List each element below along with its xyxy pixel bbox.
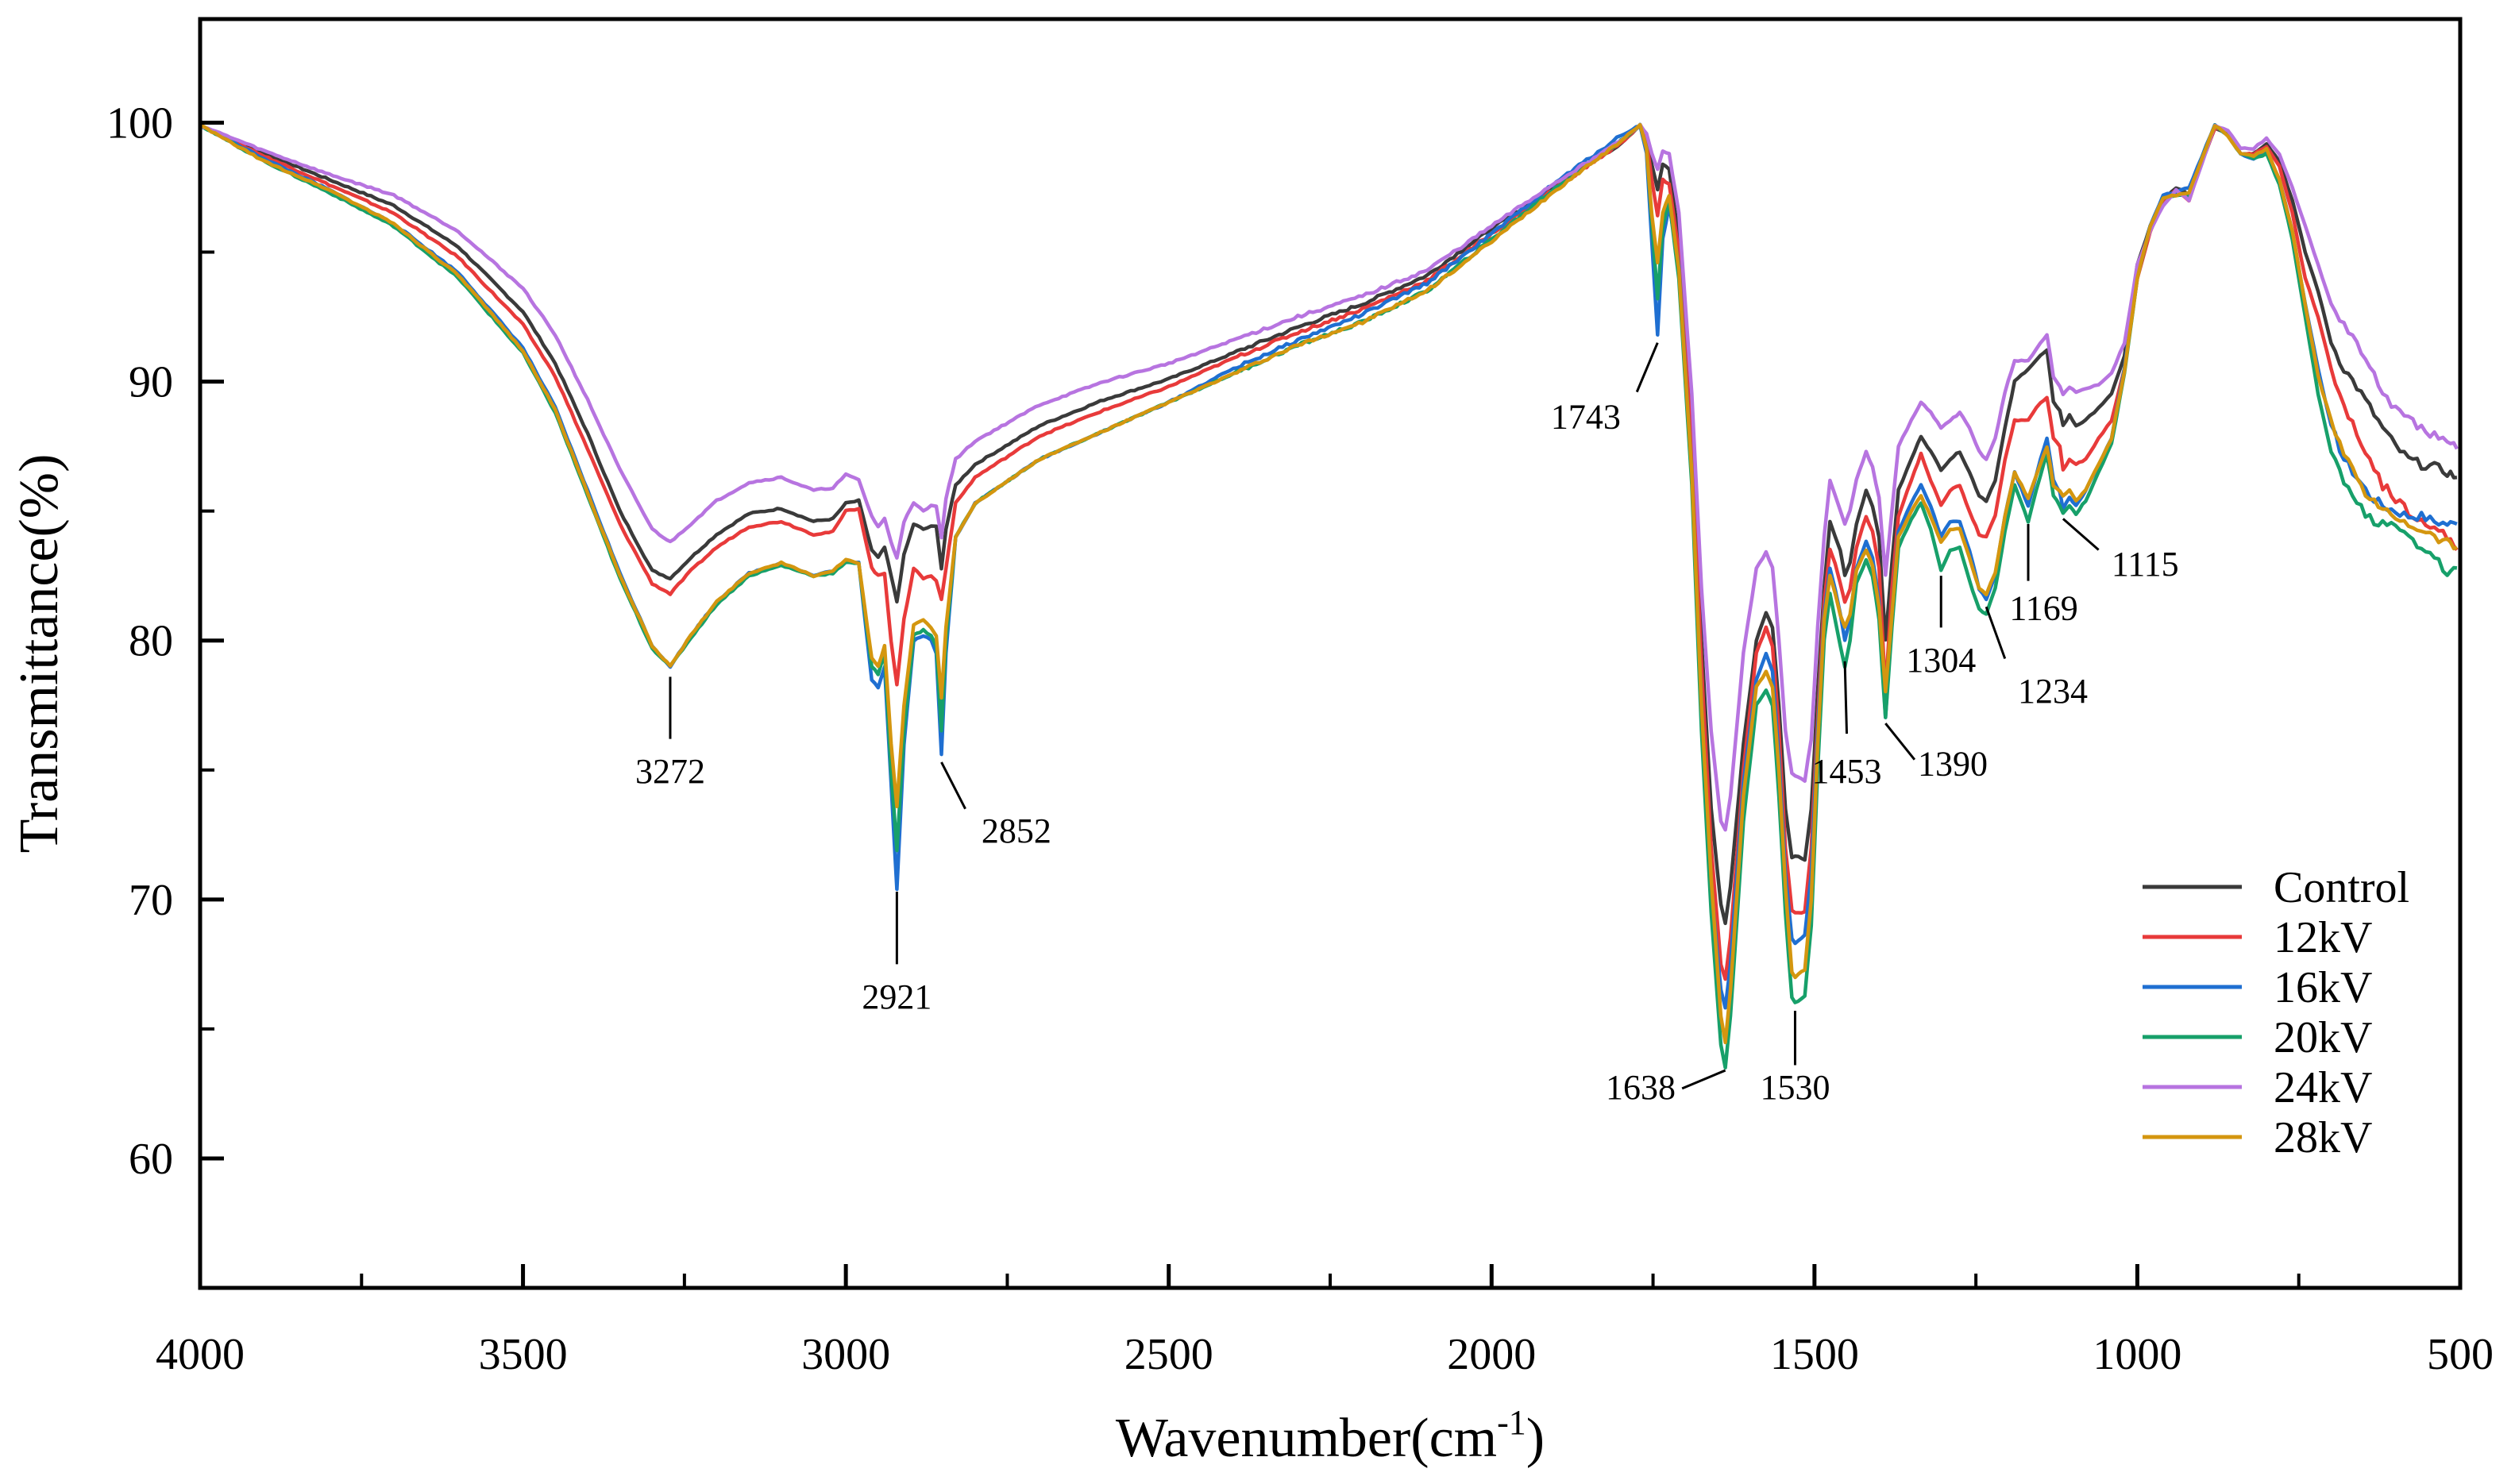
x-axis-title-superscript: -1: [1497, 1403, 1526, 1442]
series-line-24kv: [199, 122, 2459, 832]
x-axis-title: Wavenumber(cm-1): [1116, 1403, 1545, 1469]
annotation-leader-1390: [1884, 723, 1916, 761]
series-line-control: [199, 123, 2458, 926]
y-tick-label: 100: [106, 98, 173, 148]
x-tick-label: 500: [2427, 1330, 2494, 1379]
annotation-label-2921: 2921: [862, 977, 932, 1016]
legend-label-28kv: 28kV: [2274, 1113, 2372, 1162]
annotation-leader-1234: [1985, 606, 2007, 660]
annotation-label-3272: 3272: [635, 752, 705, 791]
y-tick-label: 70: [129, 876, 173, 925]
legend-label-20kv: 20kV: [2274, 1013, 2372, 1062]
y-tick-label: 80: [129, 617, 173, 666]
x-tick-label: 3000: [801, 1330, 890, 1379]
annotation-label-1390: 1390: [1918, 744, 1988, 783]
annotation-label-1638: 1638: [1606, 1068, 1676, 1107]
x-tick-label: 2000: [1447, 1330, 1536, 1379]
annotation-label-1453: 1453: [1812, 752, 1882, 791]
annotation-label-1115: 1115: [2112, 545, 2179, 584]
annotation-label-1304: 1304: [1906, 641, 1976, 680]
annotation-leader-1115: [2062, 518, 2100, 551]
annotation-label-1530: 1530: [1760, 1068, 1830, 1107]
legend-label-12kv: 12kV: [2274, 913, 2372, 962]
annotation-label-1743: 1743: [1551, 397, 1621, 436]
series-layer: [199, 122, 2459, 1070]
x-tick-label: 2500: [1124, 1330, 1213, 1379]
legend-label-16kv: 16kV: [2274, 963, 2372, 1012]
annotation-leader-1453: [1843, 661, 1849, 734]
series-line-12kv: [199, 124, 2459, 981]
legend-label-24kv: 24kV: [2274, 1063, 2372, 1112]
x-axis-title-main: Wavenumber(cm: [1116, 1408, 1497, 1469]
tick-layer: 4000 3500 3000 2500 2000 1500 1000 500 60 70 80 90 1…: [106, 98, 2494, 1379]
annotation-label-2852: 2852: [982, 811, 1051, 850]
annotation-layer: 3272 2921 2852 1743 1638 1530 1453 1390 1304 1234…: [635, 342, 2179, 1107]
series-line-28kv: [199, 122, 2458, 1045]
annotation-leader-1638: [1681, 1069, 1726, 1090]
x-tick-label: 3500: [479, 1330, 568, 1379]
x-tick-label: 1500: [1770, 1330, 1859, 1379]
y-axis-title: Transmittance(%): [9, 454, 70, 854]
annotation-label-1169: 1169: [2009, 589, 2077, 628]
annotation-label-1234: 1234: [2018, 672, 2088, 711]
x-axis-title-close: ): [1526, 1408, 1545, 1469]
x-tick-label: 4000: [156, 1330, 245, 1379]
y-tick-label: 90: [129, 358, 173, 407]
y-tick-label: 60: [129, 1135, 173, 1184]
annotation-leader-1743: [1635, 342, 1659, 393]
legend-label-control: Control: [2274, 863, 2409, 912]
x-tick-label: 1000: [2093, 1330, 2181, 1379]
annotation-leader-2852: [940, 761, 966, 810]
